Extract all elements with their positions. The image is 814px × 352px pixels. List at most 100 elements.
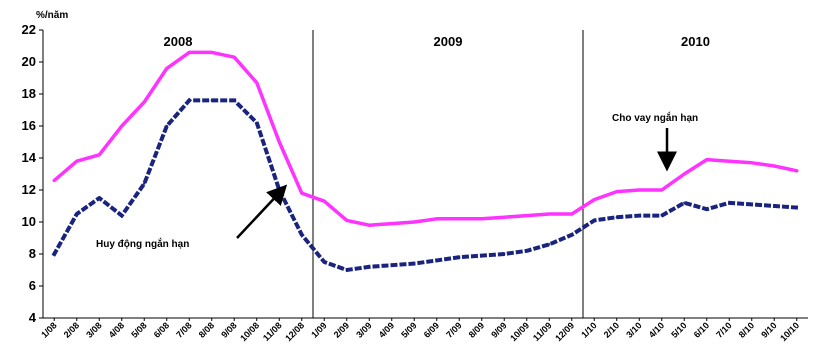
y-tick-label: 6 [29, 278, 36, 293]
data-point [165, 124, 168, 128]
data-point [120, 214, 123, 217]
year-label: 2008 [164, 34, 193, 49]
data-point [570, 233, 573, 236]
data-point [390, 264, 393, 267]
data-point [525, 214, 528, 217]
data-point [345, 268, 348, 272]
x-tick-label: 9/08 [219, 320, 238, 339]
data-point [683, 172, 686, 176]
data-point [75, 160, 78, 163]
x-tick-label: 2/08 [62, 320, 81, 339]
data-point [638, 188, 641, 192]
x-tick-label: 6/09 [422, 320, 441, 339]
data-point [728, 160, 731, 163]
series-line-cho-vay [52, 50, 799, 227]
data-point [795, 169, 798, 172]
data-point [683, 201, 686, 204]
data-point [278, 140, 281, 144]
data-point [525, 249, 528, 252]
data-point [233, 99, 236, 102]
series-line-huy-dong [51, 98, 799, 272]
x-tick-label: 6/08 [152, 320, 171, 339]
data-point [773, 204, 776, 208]
x-tick-label: 3/10 [624, 320, 643, 339]
data-point [773, 164, 776, 168]
data-point [458, 256, 461, 259]
x-tick-label: 11/09 [531, 320, 554, 343]
data-point [390, 222, 393, 225]
y-tick-label: 14 [22, 150, 37, 165]
data-point [638, 214, 641, 217]
x-tick-label: 9/09 [489, 320, 508, 339]
data-point [615, 190, 618, 193]
data-point [458, 217, 461, 220]
x-tick-label: 4/09 [377, 320, 396, 339]
year-label: 2010 [681, 34, 710, 49]
x-tick-label: 12/08 [283, 320, 306, 343]
data-point [503, 216, 506, 219]
annotation-cho-vay: Cho vay ngắn hạn [612, 111, 698, 124]
x-tick-label: 6/10 [692, 320, 711, 339]
x-tick-label: 2/10 [602, 320, 621, 339]
data-point [188, 51, 191, 54]
data-point [143, 100, 146, 104]
data-point [300, 233, 303, 236]
y-tick-label: 18 [22, 86, 36, 101]
x-tick-label: 12/09 [553, 320, 576, 343]
y-tick-label: 10 [22, 214, 36, 229]
x-tick-label: 1/09 [309, 320, 328, 339]
data-point [368, 224, 371, 227]
data-point [480, 254, 483, 257]
data-point [660, 188, 663, 192]
data-point [323, 200, 326, 203]
y-tick-label: 16 [22, 118, 36, 133]
data-point [413, 220, 416, 224]
x-tick-label: 8/08 [197, 320, 216, 339]
y-tick-label: 12 [22, 182, 36, 197]
data-point [795, 206, 798, 209]
data-point [233, 56, 236, 59]
data-point [435, 217, 438, 220]
data-point [435, 259, 438, 262]
data-point [480, 217, 483, 220]
data-point [660, 214, 663, 217]
data-point [188, 99, 191, 102]
data-point [548, 243, 551, 246]
x-tick-label: 1/10 [579, 320, 598, 339]
data-point [615, 216, 618, 219]
data-point [53, 179, 56, 182]
y-tick-label: 8 [29, 246, 36, 261]
data-point [548, 212, 551, 216]
x-tick-label: 4/08 [107, 320, 126, 339]
data-point [53, 252, 56, 256]
x-tick-label: 5/10 [669, 320, 688, 339]
x-tick-label: 3/08 [84, 320, 103, 339]
data-point [300, 192, 303, 195]
x-tick-label: 10/10 [778, 320, 801, 343]
data-point [750, 161, 753, 164]
x-tick-label: 1/08 [39, 320, 58, 339]
data-point [143, 182, 146, 185]
x-tick-label: 5/08 [129, 320, 148, 339]
data-point [323, 260, 326, 264]
x-tick-label: 9/10 [759, 320, 778, 339]
data-point [255, 121, 258, 125]
data-point [570, 212, 573, 216]
data-point [503, 252, 506, 256]
y-axis-unit-label: %/năm [36, 10, 68, 21]
year-label: 2009 [434, 34, 463, 49]
y-tick-label: 22 [22, 22, 36, 37]
data-point [345, 219, 348, 222]
x-tick-label: 2/09 [332, 320, 351, 339]
x-tick-label: 10/08 [238, 320, 261, 343]
data-point [255, 81, 258, 85]
data-point [593, 219, 596, 222]
data-point [593, 198, 596, 201]
y-tick-label: 20 [22, 54, 36, 69]
data-point [98, 196, 101, 200]
data-point [368, 265, 371, 268]
data-point [210, 99, 213, 102]
data-point [750, 203, 753, 206]
x-tick-label: 10/09 [508, 320, 531, 343]
